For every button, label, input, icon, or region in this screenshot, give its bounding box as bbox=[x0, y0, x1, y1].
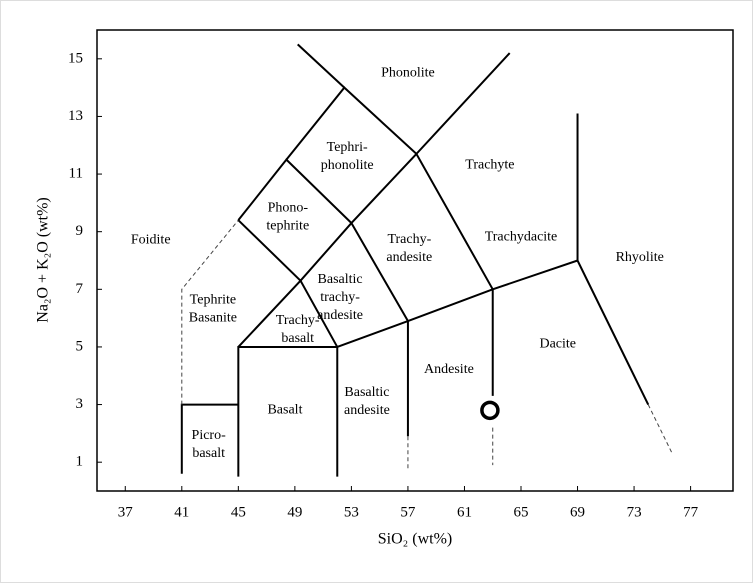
field-label: Picro- bbox=[192, 428, 227, 443]
field-boundary bbox=[237, 345, 339, 477]
x-axis-title: SiO₂ (wt%) bbox=[378, 531, 452, 548]
field-label: Dacite bbox=[539, 336, 576, 351]
field-label: Trachy- bbox=[276, 313, 320, 328]
x-tick-label: 69 bbox=[570, 504, 585, 520]
field-label: Rhyolite bbox=[616, 250, 664, 265]
field-label: andesite bbox=[317, 308, 363, 323]
field-boundary bbox=[285, 52, 511, 161]
y-tick-label: 7 bbox=[76, 281, 84, 297]
x-tick-label: 73 bbox=[627, 504, 642, 520]
field-label: Trachy- bbox=[387, 232, 431, 247]
field-label: Basaltic bbox=[318, 272, 363, 287]
y-tick-label: 13 bbox=[68, 108, 83, 124]
field-label: Andesite bbox=[424, 362, 474, 377]
field-boundary bbox=[180, 403, 239, 474]
field-label: phonolite bbox=[321, 158, 374, 173]
y-axis-title: Na₂O + K₂O (wt%) bbox=[35, 197, 52, 322]
field-label: Basaltic bbox=[344, 385, 389, 400]
field-label: Tephrite bbox=[190, 293, 236, 308]
field-boundary bbox=[181, 219, 239, 405]
field-label: Tephri- bbox=[327, 140, 368, 155]
y-tick-label: 5 bbox=[76, 338, 84, 354]
x-tick-label: 77 bbox=[683, 504, 699, 520]
y-tick-label: 11 bbox=[69, 166, 83, 182]
x-tick-label: 41 bbox=[174, 504, 189, 520]
y-tick-label: 3 bbox=[76, 396, 84, 412]
field-label: basalt bbox=[281, 331, 314, 346]
field-label: Foidite bbox=[131, 233, 171, 248]
x-tick-label: 57 bbox=[400, 504, 416, 520]
field-label: Basanite bbox=[189, 311, 237, 326]
y-tick-label: 15 bbox=[68, 50, 83, 66]
field-boundary bbox=[647, 404, 673, 454]
x-tick-label: 53 bbox=[344, 504, 359, 520]
field-label: basalt bbox=[192, 446, 225, 461]
field-label: Trachyte bbox=[465, 158, 514, 173]
field-label: Basalt bbox=[267, 403, 302, 418]
x-tick-label: 45 bbox=[231, 504, 246, 520]
field-label: andesite bbox=[386, 250, 432, 265]
field-label: andesite bbox=[344, 403, 390, 418]
field-label: tephrite bbox=[266, 219, 309, 234]
field-label: Phonolite bbox=[381, 65, 435, 80]
plot-frame bbox=[96, 29, 734, 492]
sample-point bbox=[480, 400, 500, 421]
field-boundary bbox=[237, 158, 409, 322]
x-tick-label: 49 bbox=[287, 504, 302, 520]
x-tick-label: 65 bbox=[514, 504, 529, 520]
field-label: trachy- bbox=[320, 290, 360, 305]
x-tick-label: 61 bbox=[457, 504, 472, 520]
x-tick-label: 37 bbox=[118, 504, 134, 520]
y-tick-label: 1 bbox=[76, 454, 84, 470]
field-boundary bbox=[297, 43, 346, 89]
field-label: Trachydacite bbox=[485, 230, 558, 245]
field-label: Phono- bbox=[268, 201, 309, 216]
y-tick-label: 9 bbox=[76, 223, 84, 239]
